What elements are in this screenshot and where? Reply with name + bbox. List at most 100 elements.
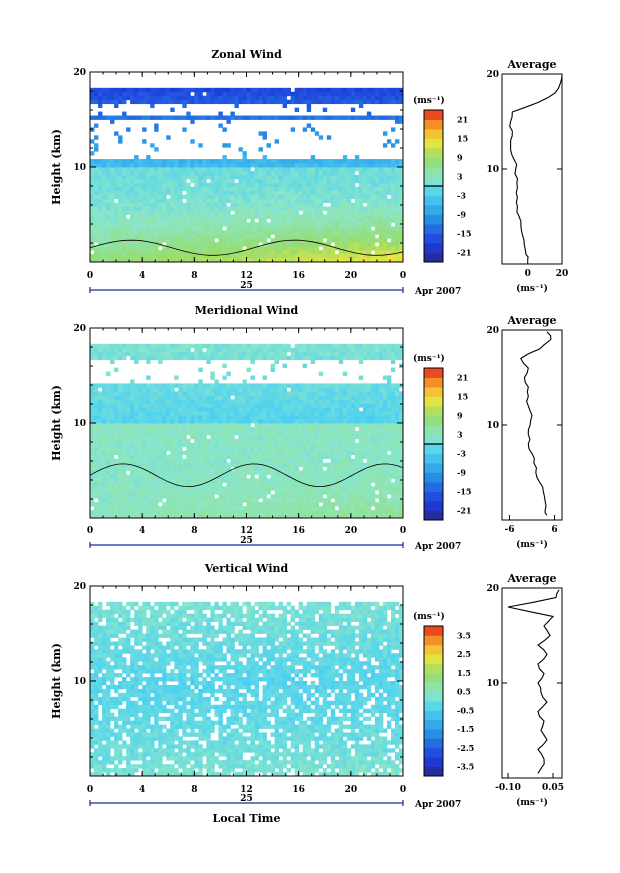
heatmap-cell — [278, 343, 284, 349]
heatmap-cell — [334, 454, 340, 460]
heatmap-cell — [142, 462, 147, 467]
heatmap-cell — [322, 442, 328, 448]
heatmap-cell — [142, 258, 147, 263]
heatmap-cell — [370, 178, 376, 184]
heatmap-cell — [130, 170, 135, 176]
heatmap-cell — [190, 478, 195, 483]
heatmap-cell — [358, 99, 364, 105]
heatmap-cell — [202, 438, 207, 444]
heatmap-cell — [114, 103, 119, 109]
heatmap-cell — [166, 186, 171, 192]
heatmap-cell — [306, 123, 312, 128]
heatmap-cell — [230, 170, 235, 176]
heatmap-cell — [278, 95, 284, 101]
heatmap-cell — [110, 470, 115, 475]
heatmap-cell — [150, 383, 155, 388]
heatmap-cell — [234, 167, 239, 172]
heatmap-cell — [130, 430, 135, 436]
heatmap-cell — [262, 442, 267, 448]
heatmap-cell — [266, 99, 271, 105]
heatmap-cell — [350, 202, 356, 207]
heatmap-cell — [234, 182, 239, 188]
heatmap-cell — [106, 214, 111, 219]
heatmap-cell — [158, 494, 163, 499]
heatmap-cell — [158, 430, 163, 436]
heatmap-cell — [154, 123, 159, 128]
heatmap-cell — [114, 206, 119, 211]
heatmap-cell — [114, 478, 119, 483]
heatmap-cell — [282, 91, 288, 97]
colorbar-tick-label: -9 — [457, 210, 466, 220]
heatmap-cell — [302, 254, 308, 259]
heatmap-cell — [174, 502, 179, 507]
heatmap-cell — [270, 254, 275, 259]
heatmap-cell — [294, 115, 300, 120]
heatmap-cell — [138, 174, 143, 180]
heatmap-cell — [238, 167, 243, 172]
heatmap-cell — [222, 167, 227, 172]
heatmap-cell — [266, 411, 271, 416]
heatmap-cell — [298, 230, 304, 235]
heatmap-cell — [158, 190, 163, 196]
heatmap-cell — [254, 466, 259, 471]
heatmap-cell — [242, 450, 247, 456]
heatmap-cell — [142, 343, 147, 349]
heatmap-cell — [210, 478, 215, 483]
heatmap-cell — [270, 498, 275, 503]
heatmap-cell — [274, 163, 279, 168]
heatmap-cell — [362, 182, 368, 188]
heatmap-cell — [90, 167, 95, 172]
heatmap-cell — [222, 202, 227, 207]
heatmap-cell — [382, 99, 388, 105]
heatmap-cell — [302, 95, 308, 101]
heatmap-cell — [286, 163, 292, 168]
heatmap-cell — [394, 190, 400, 196]
heatmap-cell — [254, 343, 259, 349]
colorbar-segment — [424, 233, 443, 244]
heatmap-cell — [118, 502, 123, 507]
heatmap-cell — [322, 226, 328, 231]
heatmap-cell — [150, 411, 155, 416]
heatmap-cell — [370, 198, 376, 204]
heatmap-cell — [302, 462, 308, 467]
profile-y-label: 20 — [486, 70, 499, 80]
heatmap-cell — [198, 178, 203, 184]
heatmap-cell — [290, 383, 296, 388]
heatmap-cell — [94, 383, 99, 388]
heatmap-cell — [318, 470, 324, 475]
heatmap-cell — [118, 498, 123, 503]
heatmap-cell — [298, 514, 304, 519]
heatmap-cell — [234, 343, 239, 349]
heatmap-cell — [94, 234, 99, 239]
heatmap-cell — [186, 222, 191, 227]
heatmap-cell — [94, 246, 99, 251]
heatmap-cell — [266, 242, 271, 247]
heatmap-cell — [342, 466, 348, 471]
heatmap-cell — [382, 238, 388, 243]
heatmap-cell — [266, 174, 271, 180]
heatmap-cell — [110, 391, 115, 396]
heatmap-cell — [286, 450, 292, 456]
heatmap-cell — [198, 95, 203, 101]
heatmap-cell — [158, 514, 163, 519]
heatmap-cell — [194, 246, 199, 251]
heatmap-cell — [270, 115, 275, 120]
heatmap-cell — [134, 222, 139, 227]
heatmap-cell — [154, 210, 159, 215]
heatmap-cell — [306, 478, 312, 483]
x-tick-label: 8 — [191, 271, 197, 281]
heatmap-cell — [178, 246, 183, 251]
heatmap-cell — [98, 343, 103, 349]
heatmap-cell — [242, 210, 247, 215]
heatmap-cell — [338, 351, 344, 357]
heatmap-cell — [254, 395, 259, 400]
heatmap-cell — [174, 258, 179, 263]
heatmap-cell — [194, 399, 199, 404]
heatmap-cell — [270, 194, 275, 200]
heatmap-cell — [142, 210, 147, 215]
heatmap-cell — [366, 222, 372, 227]
heatmap-cell — [130, 387, 135, 392]
heatmap-cell — [234, 415, 239, 420]
heatmap-cell — [278, 482, 284, 487]
heatmap-cell — [110, 242, 115, 247]
